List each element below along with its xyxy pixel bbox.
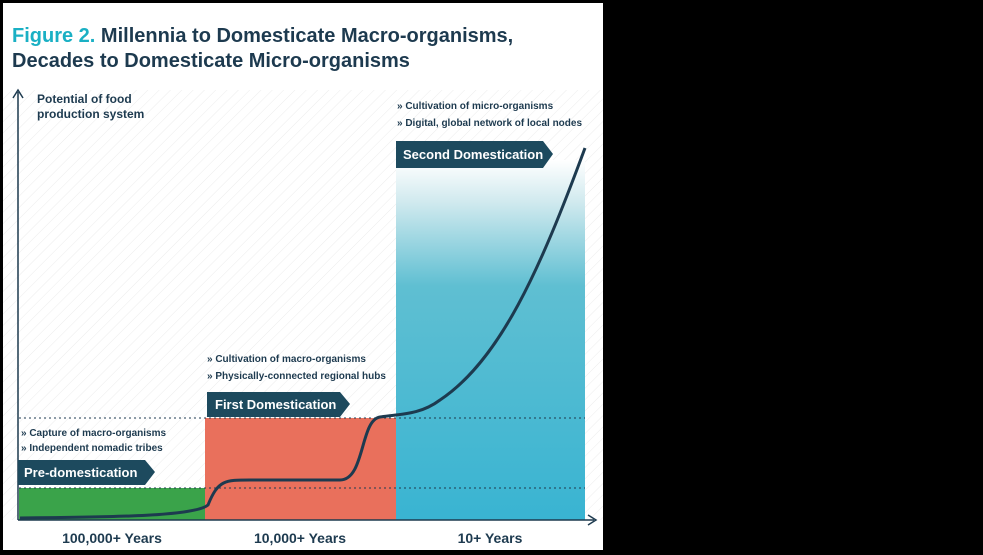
stage-name: First Domestication — [215, 397, 336, 412]
figure-label: Figure 2. — [12, 25, 95, 47]
bullet: » Digital, global network of local nodes — [397, 118, 582, 129]
period-label: 10,000+ Years — [254, 530, 346, 546]
bullet: » Capture of macro-organisms — [21, 428, 166, 439]
stage-name: Second Domestication — [403, 147, 543, 162]
stage-tag — [396, 141, 553, 168]
stage-tag — [207, 392, 350, 417]
title-text: Decades to Domesticate Micro-organisms — [12, 50, 410, 72]
axis-arrow — [587, 514, 598, 526]
bullet: » Cultivation of macro-organisms — [207, 354, 366, 365]
stage-tag — [18, 460, 155, 485]
title-text: Millennia to Domesticate Macro-organisms… — [101, 25, 513, 47]
axis-label: Potential of food — [37, 92, 132, 106]
title-line: Figure 2. Millennia to Domesticate Macro… — [12, 25, 513, 47]
stage-block — [205, 418, 396, 520]
bullet: » Physically-connected regional hubs — [207, 371, 386, 382]
stage-name: Pre-domestication — [24, 465, 137, 480]
axis-label: production system — [37, 107, 144, 121]
bullet: » Cultivation of micro-organisms — [397, 101, 554, 112]
period-label: 10+ Years — [458, 530, 523, 546]
axis-arrow — [12, 88, 24, 99]
period-label: 100,000+ Years — [62, 530, 162, 546]
stage-block — [396, 160, 585, 520]
bullet: » Independent nomadic tribes — [21, 443, 163, 454]
growth-curve — [19, 147, 587, 520]
